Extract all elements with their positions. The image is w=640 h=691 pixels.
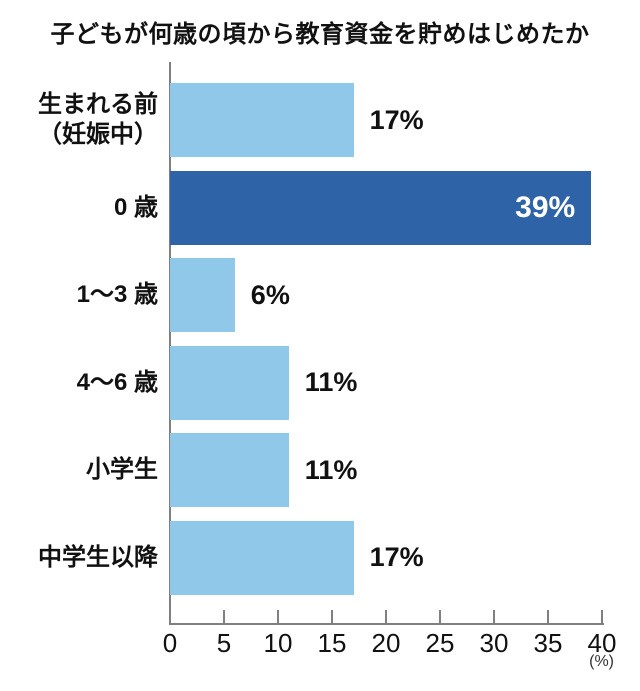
x-axis-tick bbox=[169, 610, 171, 624]
x-axis-line bbox=[169, 623, 604, 625]
category-label-text: 生まれる前 （妊娠中） bbox=[38, 91, 158, 148]
value-label: 17% bbox=[369, 104, 424, 135]
x-axis-tick-label: 0 bbox=[162, 628, 178, 658]
category-label-text: 0 歳 bbox=[113, 193, 158, 221]
x-axis-tick bbox=[601, 610, 603, 624]
x-axis-tick-label: 15 bbox=[317, 628, 347, 658]
category-label: 小学生 bbox=[0, 433, 170, 507]
value-label: 6% bbox=[250, 279, 290, 310]
category-label: 0 歳 bbox=[0, 171, 170, 245]
category-label-text: 1〜3 歳 bbox=[76, 281, 158, 308]
category-label-text: 小学生 bbox=[86, 456, 158, 483]
y-axis-line bbox=[169, 62, 171, 624]
value-label: 17% bbox=[369, 542, 424, 572]
category-label-text: 中学生以降 bbox=[38, 543, 158, 571]
category-label: 1〜3 歳 bbox=[0, 258, 170, 332]
x-axis-tick bbox=[493, 610, 495, 624]
x-axis-tick-label: 5 bbox=[216, 628, 232, 658]
x-axis-tick bbox=[277, 610, 279, 624]
bar bbox=[170, 345, 289, 420]
x-axis-tick-label: 20 bbox=[371, 628, 401, 658]
bar bbox=[170, 520, 354, 595]
x-axis-tick bbox=[331, 610, 333, 624]
category-label: 4〜6 歳 bbox=[0, 346, 170, 420]
category-label-text: 4〜6 歳 bbox=[76, 368, 158, 396]
bar bbox=[170, 83, 354, 157]
value-label: 11% bbox=[304, 367, 358, 397]
bar-highlighted bbox=[170, 170, 592, 245]
x-axis-tick-label: 35 bbox=[533, 628, 563, 658]
x-axis-tick bbox=[547, 610, 549, 624]
value-label: 11% bbox=[304, 454, 358, 485]
x-axis-tick bbox=[439, 610, 441, 624]
x-axis-tick bbox=[223, 610, 225, 624]
x-axis-tick-label: 40 bbox=[587, 628, 617, 658]
x-axis-unit-label: (%) bbox=[589, 653, 614, 670]
bar bbox=[170, 433, 289, 507]
x-axis-tick-label: 30 bbox=[479, 628, 509, 658]
x-axis-tick-label: 10 bbox=[263, 628, 293, 658]
category-label: 中学生以降 bbox=[0, 521, 170, 595]
category-label: 生まれる前 （妊娠中） bbox=[0, 83, 170, 157]
value-label: 39% bbox=[515, 190, 576, 224]
x-axis-tick-label: 25 bbox=[425, 628, 455, 658]
x-axis-tick bbox=[385, 610, 387, 624]
bar bbox=[170, 258, 235, 332]
chart-title: 子どもが何歳の頃から教育資金を貯めはじめたか bbox=[50, 21, 590, 48]
